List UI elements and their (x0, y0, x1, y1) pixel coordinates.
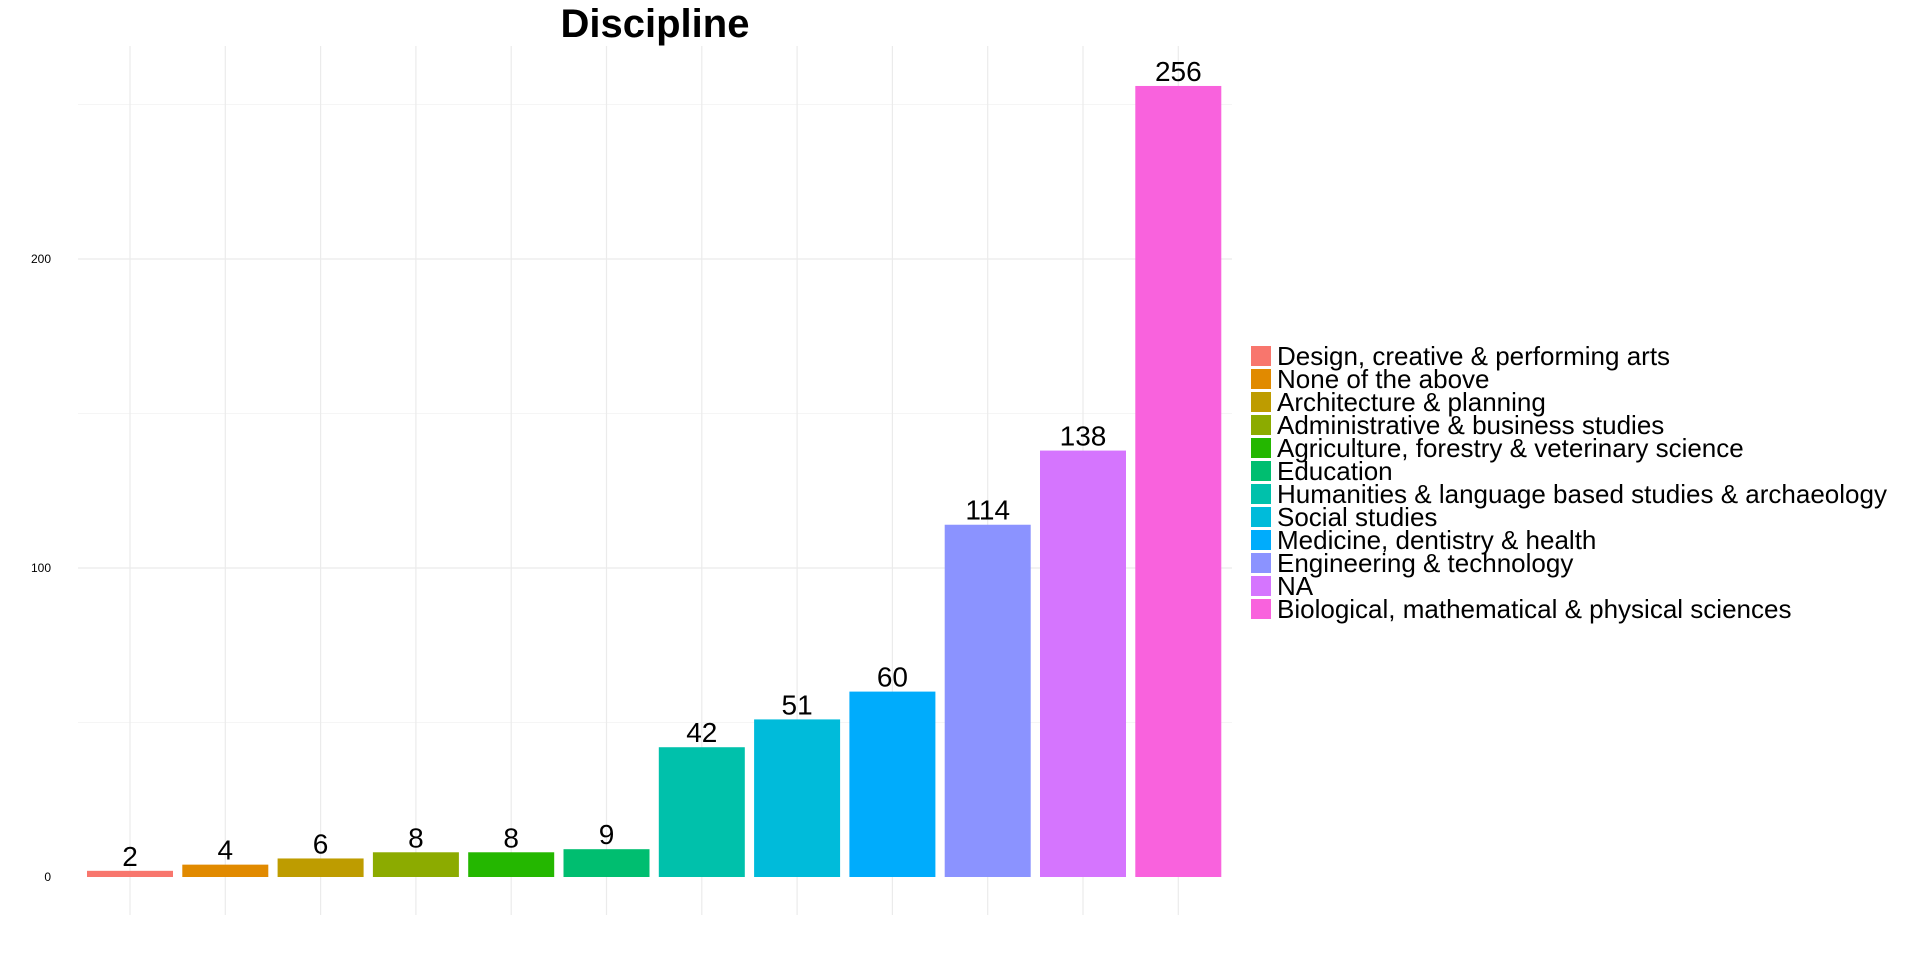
bar-value-label: 9 (599, 819, 615, 850)
legend-key (1251, 599, 1271, 619)
bar (1135, 85, 1222, 877)
chart-title: Discipline (561, 2, 750, 46)
y-tick-label: 200 (31, 252, 51, 266)
legend-label: Agriculture, forestry & veterinary scien… (1277, 433, 1744, 463)
bar-value-label: 60 (877, 662, 908, 693)
legend-key (1251, 369, 1271, 389)
legend-label: Education (1277, 456, 1393, 486)
legend-label: Engineering & technology (1277, 548, 1573, 578)
bar-value-label: 42 (686, 717, 717, 748)
legend-label: Humanities & language based studies & ar… (1277, 479, 1887, 509)
bar-value-label: 8 (503, 822, 519, 853)
legend-label: Administrative & business studies (1277, 410, 1664, 440)
legend-key (1251, 346, 1271, 366)
legend-key (1251, 392, 1271, 412)
bar (468, 852, 555, 877)
bar-value-label: 51 (782, 689, 813, 720)
legend-key (1251, 461, 1271, 481)
legend-label: Biological, mathematical & physical scie… (1277, 594, 1791, 624)
legend-key (1251, 576, 1271, 596)
legend-key (1251, 553, 1271, 573)
bar-value-label: 4 (218, 835, 234, 866)
legend-label: None of the above (1277, 364, 1490, 394)
legend-label: Design, creative & performing arts (1277, 341, 1670, 371)
bar-value-label: 6 (313, 828, 329, 859)
legend-label: Architecture & planning (1277, 387, 1546, 417)
y-axis-ticks: 0 100 200 (31, 252, 51, 884)
data-labels: 2 4 6 8 8 9 42 51 60 114 138 256 (122, 56, 1201, 872)
bars (87, 85, 1222, 877)
bar (182, 864, 269, 877)
y-tick-label: 100 (31, 561, 51, 575)
y-tick-label: 0 (44, 870, 51, 884)
bar-value-label: 8 (408, 822, 424, 853)
bar (563, 849, 650, 877)
legend-label: Social studies (1277, 502, 1437, 532)
bar-value-label: 2 (122, 841, 138, 872)
bar (1040, 450, 1126, 877)
legend-key (1251, 484, 1271, 504)
legend-key (1251, 530, 1271, 550)
bar (658, 747, 745, 877)
legend-key (1251, 438, 1271, 458)
legend-key (1251, 415, 1271, 435)
legend-label: NA (1277, 571, 1314, 601)
legend-label: Medicine, dentistry & health (1277, 525, 1596, 555)
bar-value-label: 256 (1155, 56, 1202, 87)
bar (849, 691, 936, 877)
bar (754, 719, 841, 877)
bar (372, 852, 459, 877)
legend-key (1251, 507, 1271, 527)
bar (944, 524, 1031, 877)
bar-value-label: 138 (1060, 421, 1107, 452)
bar (87, 870, 173, 877)
bar (277, 858, 364, 877)
bar-value-label: 114 (965, 495, 1010, 526)
